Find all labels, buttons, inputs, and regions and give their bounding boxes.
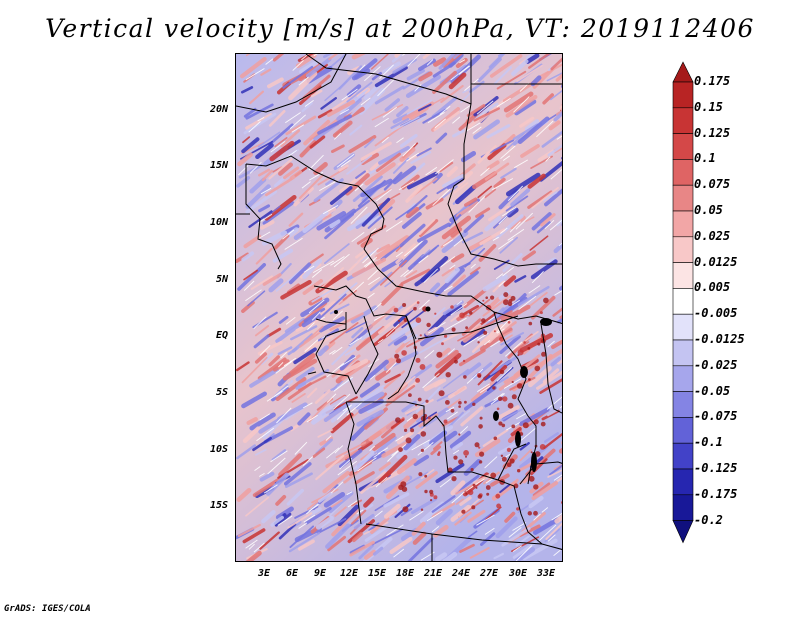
map-plot-area	[235, 53, 563, 562]
field-streaks	[236, 54, 562, 561]
colorbar-swatch	[672, 313, 694, 341]
lat-tick-label: 10N	[209, 217, 228, 228]
colorbar-swatch	[672, 210, 694, 238]
colorbar-swatch	[672, 468, 694, 496]
lat-tick-label: 15S	[209, 500, 228, 511]
colorbar-tick-label: 0.125	[694, 125, 731, 140]
lat-tick-label: 15N	[209, 160, 228, 171]
colorbar-tick-label: -0.125	[694, 461, 738, 475]
lon-tick-label: 21E	[423, 568, 443, 579]
colorbar-swatch	[672, 262, 694, 289]
lat-tick-label: 20N	[209, 104, 228, 115]
colorbar-tick-label: 0.1	[694, 151, 716, 166]
grads-credit: GrADS: IGES/COLA	[4, 604, 91, 614]
colorbar-swatch	[672, 391, 694, 418]
lon-tick-label: 27E	[479, 568, 499, 579]
lon-tick-label: 6E	[285, 568, 299, 579]
lat-tick-label: 10S	[209, 444, 228, 455]
lakes	[334, 306, 552, 472]
lon-tick-label: 3E	[257, 568, 271, 579]
colorbar-tick-label: 0.15	[694, 99, 723, 114]
country-borders	[236, 54, 562, 561]
colorbar-tick-label: -0.075	[694, 409, 738, 424]
colorbar-tick-label: -0.175	[694, 486, 738, 501]
colorbar-swatch	[672, 442, 694, 470]
lon-tick-label: 24E	[451, 568, 471, 579]
map-title: Vertical velocity [m/s] at 200hPa, VT: 2…	[45, 14, 755, 43]
colorbar-tick-label: -0.025	[694, 357, 738, 372]
colorbar-swatch	[672, 107, 694, 134]
colorbar-tick-label: -0.1	[694, 435, 723, 450]
colorbar-tick-label: 0.05	[694, 203, 723, 217]
colorbar-swatch	[672, 236, 694, 263]
colorbar-tick-label: -0.005	[694, 306, 738, 321]
velocity-field	[236, 54, 562, 561]
colorbar-tick-label: -0.0125	[694, 332, 745, 346]
colorbar-swatch	[672, 365, 694, 392]
lat-tick-label: EQ	[215, 330, 228, 341]
colorbar-tick-label: 0.005	[694, 280, 731, 295]
colorbar-tick-label: 0.025	[694, 228, 731, 243]
colorbar-tick-label: 0.0125	[694, 254, 738, 269]
colorbar-tick-label: -0.05	[694, 383, 731, 398]
lon-tick-label: 9E	[313, 568, 327, 579]
lon-tick-label: 30E	[508, 568, 528, 579]
colorbar-swatch	[672, 159, 694, 186]
colorbar-swatch	[672, 184, 694, 212]
lat-tick-label: 5S	[215, 387, 228, 398]
lon-tick-label: 33E	[536, 568, 556, 579]
colorbar-tick-label: 0.175	[694, 74, 731, 88]
colorbar-tick-label: 0.075	[694, 177, 731, 192]
colorbar-swatch	[672, 81, 694, 109]
colorbar-swatch	[672, 339, 694, 367]
lon-tick-label: 12E	[339, 568, 359, 579]
lon-tick-label: 18E	[395, 568, 415, 579]
colorbar-swatch	[672, 133, 694, 160]
colorbar-swatch	[672, 417, 694, 444]
lat-tick-label: 5N	[215, 274, 228, 285]
colorbar-swatch	[672, 61, 694, 83]
colorbar-swatch	[672, 288, 694, 315]
colorbar-swatch	[672, 520, 694, 544]
colorbar-tick-label: -0.2	[694, 512, 723, 527]
colorbar	[672, 61, 694, 544]
colorbar-swatch	[672, 494, 694, 521]
lon-tick-label: 15E	[367, 568, 387, 579]
